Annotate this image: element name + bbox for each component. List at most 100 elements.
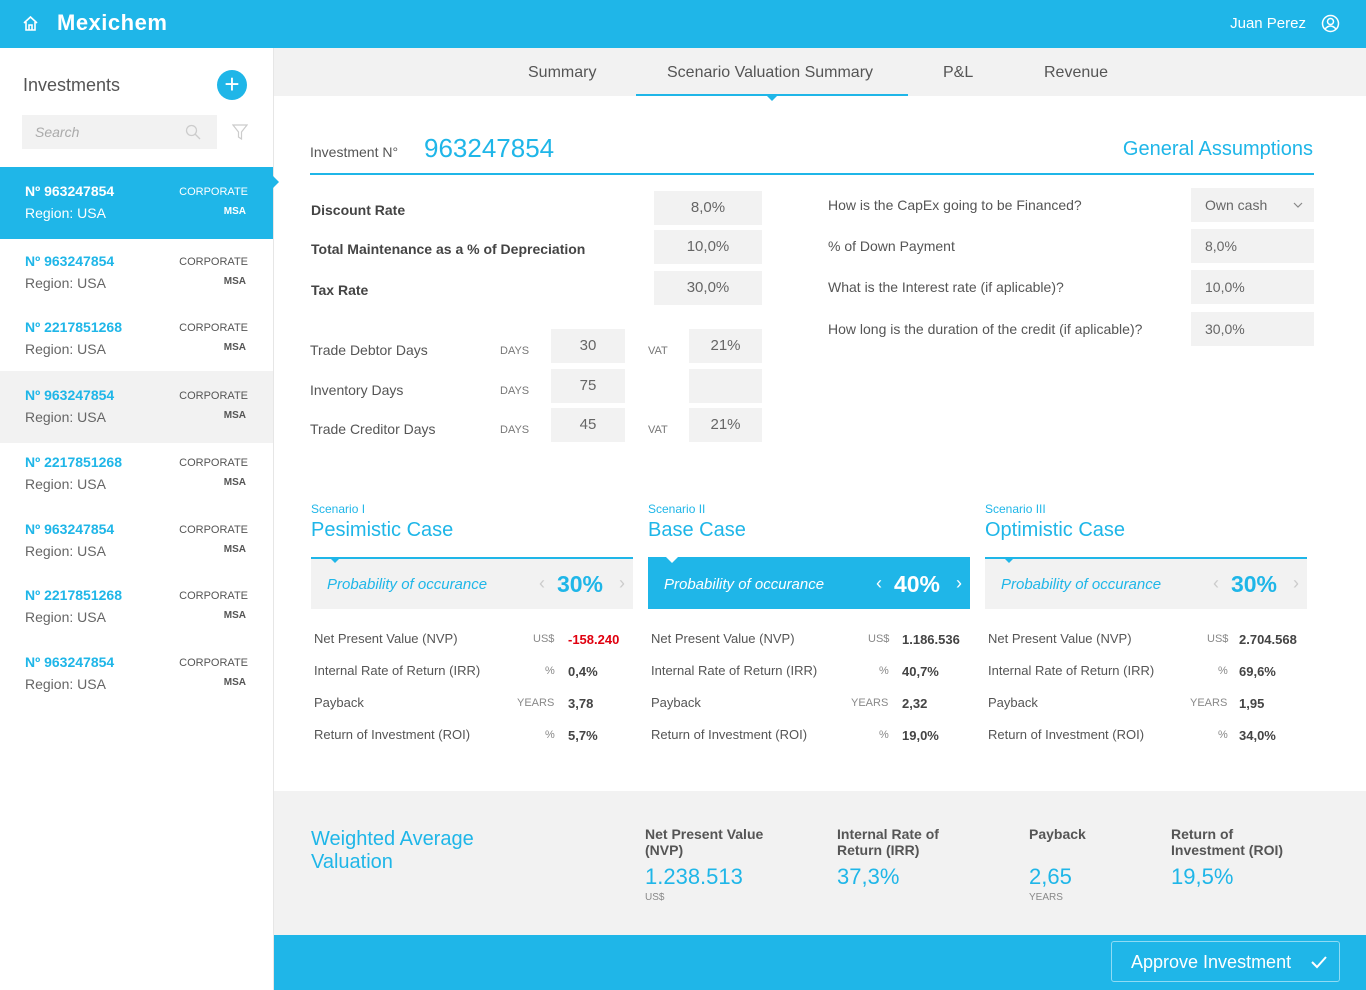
metric-label: Internal Rate of Return (IRR) [314,663,481,678]
tab-bar: Summary Scenario Valuation Summary P&L R… [274,48,1366,101]
probability-value: 40% [893,571,940,597]
chevron-left-icon[interactable]: ‹ [539,573,545,593]
scenario-notch [666,557,678,563]
days-input[interactable]: 75 [551,369,625,403]
tab-scenario-valuation-summary[interactable]: Scenario Valuation Summary [667,64,874,81]
weighted-heading: Return of Investment (ROI) [1171,826,1284,858]
financing-label: How is the CapEx going to be Financed? [828,197,1082,213]
investment-unit: MSA [223,410,246,421]
metric-value: 69,6% [1239,664,1276,679]
investment-type: CORPORATE [179,657,248,669]
chevron-left-icon[interactable]: ‹ [1213,573,1219,593]
investment-type: CORPORATE [179,256,248,268]
home-icon[interactable] [22,15,39,32]
metric-value: 40,7% [902,664,939,679]
probability-label: Probability of occurance [327,576,488,593]
metric-value: 2,32 [902,696,928,711]
investment-list-item[interactable]: Nº 963247854 Region: USA CORPORATE MSA [0,505,273,571]
metric-label: Return of Investment (ROI) [651,727,808,742]
investment-region: Region: USA [25,275,106,291]
investment-region: Region: USA [25,409,106,425]
metric-unit: % [545,665,555,677]
tab-revenue[interactable]: Revenue [1044,64,1109,81]
chevron-left-icon[interactable]: ‹ [876,573,882,593]
metric-unit: % [879,665,889,677]
metric-label: Payback [651,695,701,710]
investment-list-item[interactable]: Nº 963247854 Region: USA CORPORATE MSA [0,167,273,239]
investment-unit: MSA [223,342,246,353]
investment-region: Region: USA [25,341,106,357]
investment-number: Nº 2217851268 [25,319,122,335]
metric-label: Net Present Value (NVP) [988,631,1132,646]
investment-type: CORPORATE [179,457,248,469]
days-input[interactable]: 45 [551,408,625,442]
investment-type: CORPORATE [179,590,248,602]
weighted-title: Weighted Average Valuation [311,828,474,873]
investment-list-item[interactable]: Nº 2217851268 Region: USA CORPORATE MSA [0,303,273,369]
vat-label: VAT [648,345,668,357]
financing-input[interactable]: 8,0% [1191,229,1314,263]
tab-pl[interactable]: P&L [943,64,974,81]
tab-summary[interactable]: Summary [528,64,597,81]
top-bar: Mexichem Juan Perez [0,0,1366,48]
chevron-right-icon[interactable]: › [956,573,962,593]
financing-select[interactable]: Own cash [1191,188,1314,222]
search-input[interactable]: Search [22,115,217,149]
metric-value: 34,0% [1239,728,1276,743]
metric-unit: % [1218,729,1228,741]
investment-number: Nº 963247854 [25,253,115,269]
vat-input[interactable]: 21% [689,329,762,363]
footer-bar: Approve Investment [274,935,1366,990]
investment-number: 963247854 [424,133,555,163]
investment-list-item[interactable]: Nº 2217851268 Region: USA CORPORATE MSA [0,438,273,504]
investment-unit: MSA [223,544,246,555]
filter-icon[interactable] [232,124,248,140]
metric-unit: % [545,729,555,741]
financing-label: How long is the duration of the credit (… [828,321,1143,337]
investment-number: Nº 2217851268 [25,454,122,470]
investment-region: Region: USA [25,676,106,692]
approve-label: Approve Investment [1131,952,1292,972]
investment-list-item[interactable]: Nº 963247854 Region: USA CORPORATE MSA [0,638,273,704]
metric-label: Return of Investment (ROI) [988,727,1145,742]
check-icon [1311,956,1327,969]
weighted-value: 19,5% [1171,864,1234,889]
investment-list-item[interactable]: Nº 2217851268 Region: USA CORPORATE MSA [0,571,273,637]
chevron-right-icon[interactable]: › [1293,573,1299,593]
vat-label: VAT [648,424,668,436]
approve-investment-button[interactable]: Approve Investment [1111,941,1340,982]
scenario-tag: Scenario II [648,502,706,516]
weighted-average-panel: Weighted Average Valuation Net Present V… [274,791,1366,935]
weighted-unit: YEARS [1029,892,1063,903]
vat-input[interactable] [689,369,762,403]
investment-list-item[interactable]: Nº 963247854 Region: USA CORPORATE MSA [0,237,273,303]
metric-unit: % [879,729,889,741]
brand-logo: Mexichem [57,10,168,35]
chevron-down-icon[interactable] [1293,202,1303,209]
rate-input[interactable]: 30,0% [654,271,762,305]
investment-label: Investment N° [310,144,399,160]
user-circle-icon[interactable] [1321,14,1340,33]
search-icon[interactable] [185,124,201,140]
weighted-value: 1.238.513 [645,864,743,889]
metric-unit: YEARS [517,697,555,709]
days-input[interactable]: 30 [551,329,625,363]
financing-input[interactable]: 30,0% [1191,312,1314,346]
metric-label: Return of Investment (ROI) [314,727,471,742]
rate-input[interactable]: 10,0% [654,230,762,264]
metric-unit: US$ [868,633,890,645]
rate-input[interactable]: 8,0% [654,191,762,225]
vat-input[interactable]: 21% [689,408,762,442]
scenario-notch [329,557,341,563]
user-name[interactable]: Juan Perez [1230,15,1306,32]
financing-input[interactable]: 10,0% [1191,270,1314,304]
add-investment-button[interactable]: + [217,70,247,100]
investment-region: Region: USA [25,476,106,492]
chevron-right-icon[interactable]: › [619,573,625,593]
investment-list-item[interactable]: Nº 963247854 Region: USA CORPORATE MSA [0,371,273,443]
scenario-name: Base Case [648,519,746,541]
investment-number: Nº 963247854 [25,654,115,670]
investment-unit: MSA [223,677,246,688]
probability-value: 30% [1230,571,1277,597]
days-label: Inventory Days [310,382,404,398]
